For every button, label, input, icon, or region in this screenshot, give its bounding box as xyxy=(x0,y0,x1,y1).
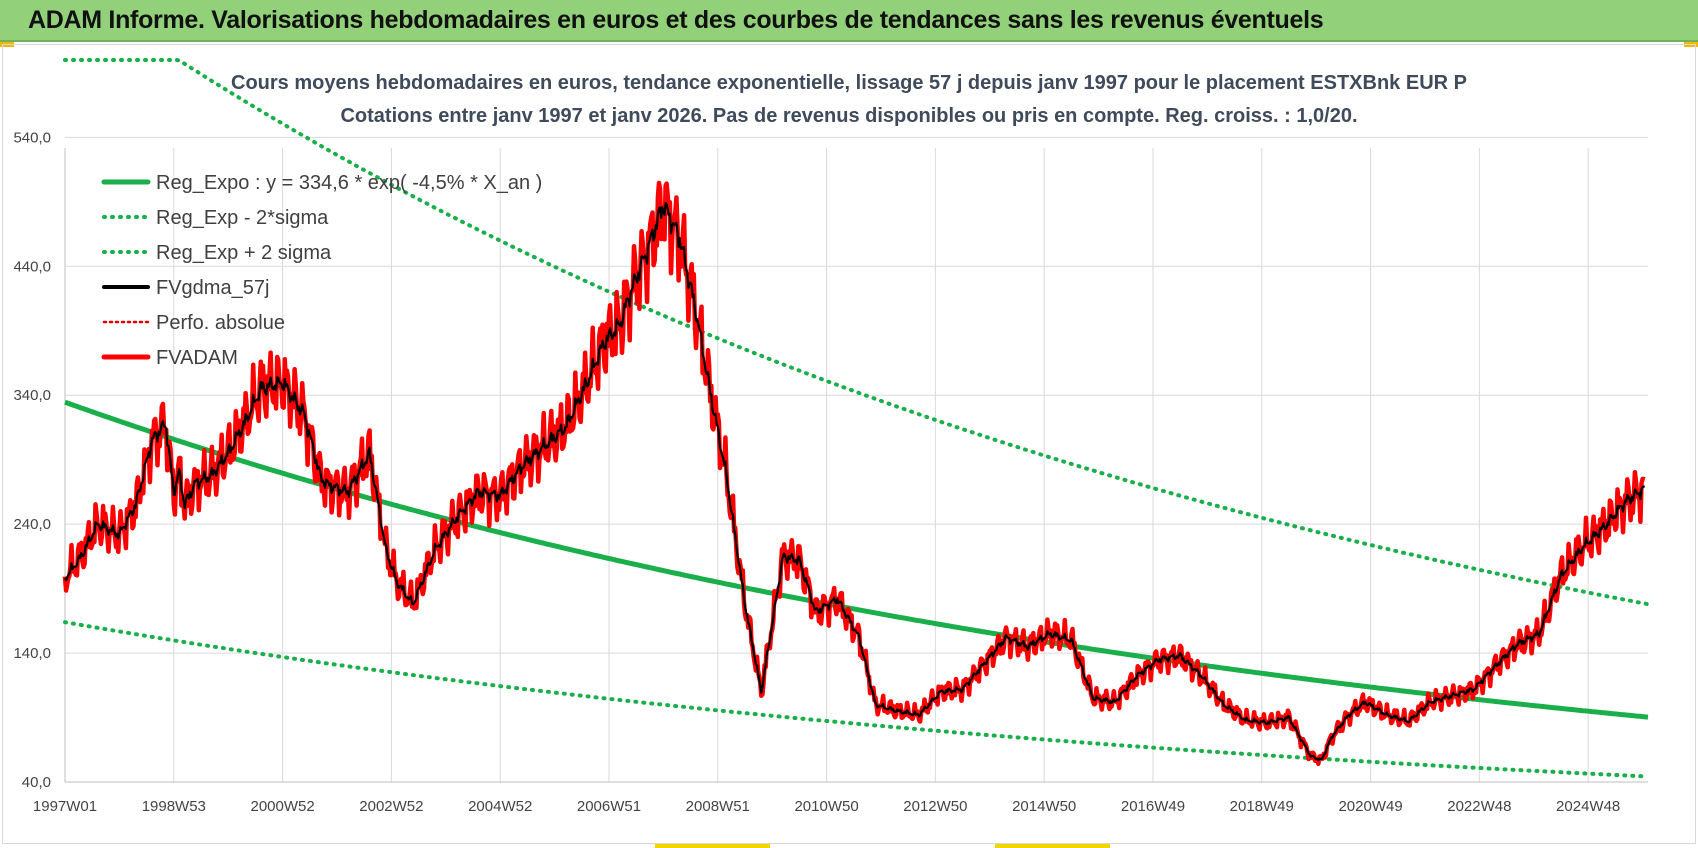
x-tick-label: 2018W49 xyxy=(1230,798,1294,815)
chart-subtitle: Cotations entre janv 1997 et janv 2026. … xyxy=(340,105,1358,127)
bottom-mark-1 xyxy=(655,844,770,848)
x-tick-label: 2006W51 xyxy=(577,798,641,815)
x-tick-label: 2004W52 xyxy=(468,798,532,815)
legend: Reg_Expo : y = 334,6 * exp( -4,5% * X_an… xyxy=(101,172,542,369)
y-tick-label: 340,0 xyxy=(13,387,51,404)
series-fvadam xyxy=(62,180,1646,767)
legend-entry-reg-expo: Reg_Expo : y = 334,6 * exp( -4,5% * X_an… xyxy=(156,172,542,194)
y-tick-label: 540,0 xyxy=(13,129,51,146)
series-reg-expo xyxy=(64,399,1649,720)
grid-lines xyxy=(64,136,1648,783)
x-tick-label: 1997W01 xyxy=(33,798,97,815)
x-tick-label: 2024W48 xyxy=(1556,798,1620,815)
bottom-mark-2 xyxy=(995,844,1110,848)
x-tick-label: 2008W51 xyxy=(686,798,750,815)
y-tick-label: 140,0 xyxy=(13,645,51,662)
report-title: ADAM Informe. Valorisations hebdomadaire… xyxy=(28,6,1324,34)
series-fvgdma-57j xyxy=(64,202,1646,762)
legend-entry-reg-exp-minus-2sigma: Reg_Exp - 2*sigma xyxy=(156,207,329,229)
x-tick-label: 2012W50 xyxy=(903,798,967,815)
legend-entry-fvgdma-57j: FVgdma_57j xyxy=(156,277,269,299)
y-tick-label: 440,0 xyxy=(13,258,51,275)
x-tick-label: 2014W50 xyxy=(1012,798,1076,815)
series-reg-exp-plus-2sigma xyxy=(63,58,1650,607)
legend-entry-perfo-absolue: Perfo. absolue xyxy=(156,312,285,334)
legend-entry-fvadam: FVADAM xyxy=(156,347,238,369)
x-tick-label: 2022W48 xyxy=(1447,798,1511,815)
x-tick-label: 2000W52 xyxy=(250,798,314,815)
legend-entry-reg-exp-plus-2sigma: Reg_Exp + 2 sigma xyxy=(156,242,332,264)
series-reg-exp-minus-2sigma xyxy=(63,620,1650,779)
y-axis-ticks: 40,0 140,0 240,0 340,0 440,0 540,0 xyxy=(13,129,51,791)
report-banner: ADAM Informe. Valorisations hebdomadaire… xyxy=(0,0,1698,42)
chart-frame xyxy=(2,44,1696,844)
x-tick-label: 2020W49 xyxy=(1338,798,1402,815)
y-tick-label: 240,0 xyxy=(13,516,51,533)
x-tick-label: 1998W53 xyxy=(142,798,206,815)
chart-title: Cours moyens hebdomadaires en euros, ten… xyxy=(231,72,1467,94)
x-tick-label: 2010W50 xyxy=(794,798,858,815)
series-lines xyxy=(62,58,1650,779)
x-tick-label: 2002W52 xyxy=(359,798,423,815)
x-tick-label: 2016W49 xyxy=(1121,798,1185,815)
y-tick-label: 40,0 xyxy=(22,774,51,791)
x-axis-ticks: 1997W01 1998W53 2000W52 2002W52 2004W52 2006W… xyxy=(33,798,1620,815)
